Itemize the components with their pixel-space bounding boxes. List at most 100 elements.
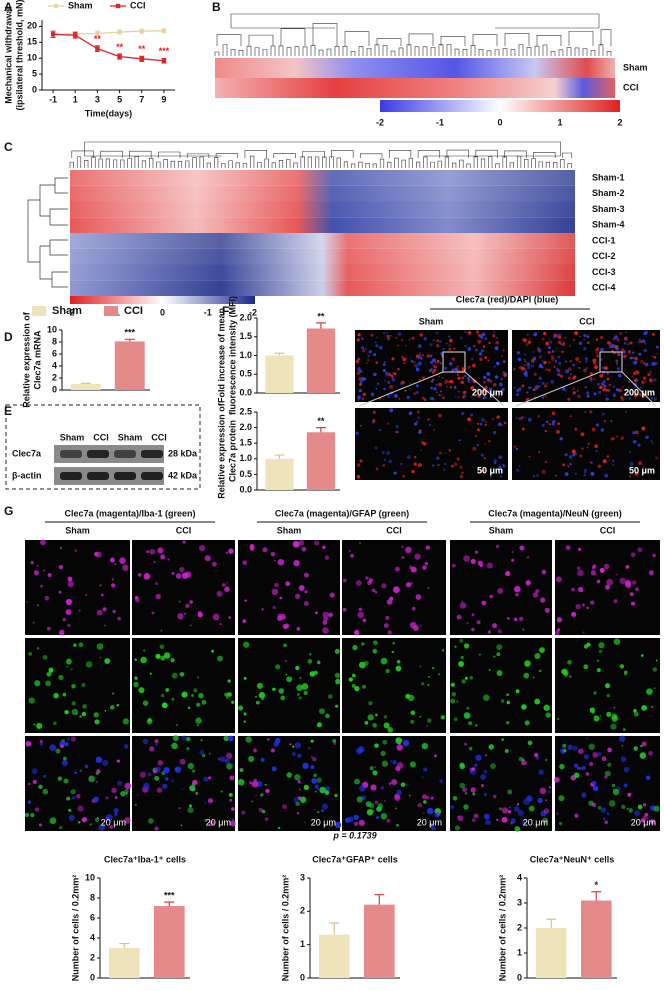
cell	[525, 342, 529, 346]
cell	[486, 378, 491, 382]
cell	[537, 381, 540, 384]
cell	[70, 668, 73, 671]
cell	[493, 331, 496, 334]
cell	[622, 350, 626, 354]
cell	[221, 583, 226, 587]
cell	[511, 551, 514, 554]
cell	[589, 410, 593, 414]
cell	[39, 539, 46, 546]
heatmap-row	[70, 201, 575, 218]
cell	[360, 642, 365, 646]
cell	[179, 758, 186, 765]
marker	[73, 33, 78, 38]
cell	[538, 385, 541, 388]
cell	[439, 340, 442, 343]
cell	[285, 673, 288, 676]
cell	[408, 338, 411, 341]
cell	[356, 339, 359, 342]
cell	[296, 812, 300, 815]
cell	[501, 388, 504, 392]
cell	[171, 779, 175, 783]
cell	[25, 741, 32, 747]
cell	[453, 717, 458, 722]
cell	[649, 378, 653, 383]
cell	[227, 692, 232, 697]
y-tick-label: 0	[32, 84, 37, 94]
cell	[567, 397, 571, 401]
cell	[555, 576, 562, 583]
group-label: Sham	[419, 316, 444, 326]
cell	[390, 759, 393, 762]
y-tick-label: 2.5	[239, 406, 252, 416]
cell	[195, 791, 199, 795]
panel-label: D	[4, 330, 13, 344]
cell	[163, 652, 171, 659]
cell	[160, 629, 163, 632]
cell	[629, 461, 634, 466]
cell	[77, 805, 84, 812]
cell	[255, 794, 257, 797]
cell	[314, 808, 317, 811]
cell	[380, 786, 384, 790]
bar	[536, 928, 567, 978]
cell	[571, 612, 574, 615]
cell	[532, 356, 537, 361]
cell	[59, 629, 65, 636]
legend-marker	[53, 3, 59, 9]
cell	[634, 397, 637, 399]
cell	[507, 789, 513, 795]
cell	[260, 696, 265, 701]
cell	[526, 556, 530, 559]
cell	[548, 790, 551, 793]
cell	[427, 418, 430, 421]
legend-label: CCI	[130, 0, 146, 10]
cell	[572, 375, 577, 379]
cell	[374, 446, 378, 450]
cell	[598, 390, 602, 394]
cell	[551, 357, 555, 361]
cell	[549, 340, 553, 344]
cell	[390, 374, 394, 377]
cell	[301, 683, 309, 690]
cell	[342, 607, 347, 612]
cell	[273, 559, 276, 562]
cell	[316, 777, 322, 783]
cell	[547, 346, 551, 350]
y-axis-label: Relative expression of	[21, 311, 31, 408]
cell	[555, 474, 558, 477]
cell	[271, 588, 279, 596]
cell	[532, 676, 535, 679]
cell	[364, 347, 367, 350]
panel-label: A	[4, 0, 13, 14]
cell	[655, 456, 658, 460]
cell	[410, 710, 416, 716]
cell	[277, 558, 285, 566]
cell	[553, 365, 556, 368]
cell	[574, 813, 579, 818]
cell	[646, 688, 653, 695]
panel-label: G	[4, 504, 13, 518]
significance: **	[138, 44, 146, 54]
cell	[212, 561, 217, 567]
cell	[279, 596, 283, 600]
cell	[631, 430, 636, 435]
cell	[192, 779, 198, 786]
cell	[653, 397, 657, 401]
cell	[423, 800, 427, 804]
cell	[588, 800, 594, 806]
cell	[564, 336, 567, 340]
cell	[294, 774, 301, 781]
cell	[592, 358, 597, 363]
cell	[84, 764, 89, 769]
error-bar	[329, 922, 340, 935]
cell	[550, 379, 554, 384]
cell	[388, 782, 392, 785]
cell	[492, 383, 497, 387]
cell	[538, 376, 542, 380]
cell	[95, 756, 103, 763]
cell	[170, 658, 175, 663]
cell	[400, 782, 406, 787]
cell	[598, 642, 605, 649]
cell	[362, 349, 366, 353]
cell	[404, 389, 407, 392]
